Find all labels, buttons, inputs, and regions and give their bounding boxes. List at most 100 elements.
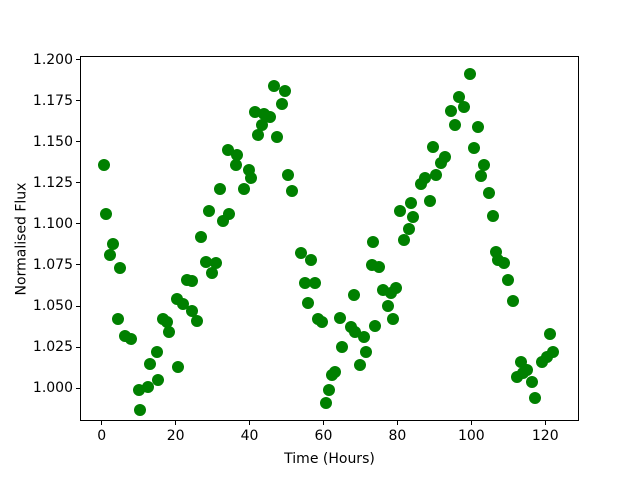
data-point <box>544 327 557 340</box>
data-point <box>279 84 292 97</box>
x-tick-label: 120 <box>531 428 559 444</box>
data-point <box>229 158 242 171</box>
data-point <box>373 260 386 273</box>
data-point <box>263 111 276 124</box>
data-point <box>329 365 342 378</box>
data-point <box>426 140 439 153</box>
data-point <box>301 296 314 309</box>
data-point <box>237 183 250 196</box>
y-tick-label: 1.075 <box>32 256 73 273</box>
y-tick-label: 1.025 <box>32 339 73 356</box>
y-tick-mark <box>76 59 80 61</box>
data-point <box>223 208 236 221</box>
y-tick-mark <box>76 387 80 389</box>
data-point <box>111 313 124 326</box>
data-point <box>464 68 477 81</box>
data-point <box>453 91 466 104</box>
data-point <box>472 120 485 133</box>
x-tick-mark <box>470 421 472 425</box>
data-point <box>334 311 347 324</box>
y-tick-mark <box>76 346 80 348</box>
data-point <box>275 97 288 110</box>
data-point <box>150 346 163 358</box>
data-point <box>501 273 514 286</box>
data-point <box>256 119 269 132</box>
data-point <box>271 130 284 143</box>
data-point <box>444 104 457 117</box>
x-tick-label: 60 <box>314 428 333 444</box>
data-point <box>448 119 461 132</box>
data-point <box>144 357 157 370</box>
data-point <box>152 373 165 386</box>
data-point <box>419 171 432 184</box>
data-point <box>477 158 490 171</box>
data-point <box>323 383 336 396</box>
x-tick-mark <box>396 421 398 425</box>
data-point <box>506 295 519 308</box>
data-point <box>107 237 120 250</box>
y-tick-mark <box>76 264 80 266</box>
data-point <box>529 392 542 404</box>
data-point <box>423 194 436 207</box>
data-point <box>487 209 500 222</box>
data-point <box>244 171 257 184</box>
x-tick-label: 80 <box>388 428 407 444</box>
data-point <box>299 277 312 290</box>
data-point <box>252 129 265 142</box>
data-point <box>205 267 218 280</box>
y-tick-mark <box>76 141 80 143</box>
data-point <box>124 332 137 345</box>
data-point <box>467 142 480 155</box>
data-point <box>304 254 317 267</box>
x-tick-mark <box>101 421 103 425</box>
x-tick-mark <box>322 421 324 425</box>
data-point <box>547 346 560 358</box>
data-point <box>368 319 381 332</box>
data-point <box>231 148 244 161</box>
data-point <box>190 314 203 327</box>
x-tick-mark <box>249 421 251 425</box>
x-tick-label: 20 <box>166 428 185 444</box>
y-axis-label: Normalised Flux <box>13 182 30 296</box>
data-point <box>520 364 533 377</box>
data-point <box>114 262 127 275</box>
data-point <box>403 222 416 235</box>
data-point <box>163 326 176 339</box>
y-tick-label: 1.175 <box>32 92 73 109</box>
data-point <box>195 231 208 244</box>
data-point <box>482 186 495 199</box>
data-point <box>319 396 332 409</box>
data-point <box>430 168 443 181</box>
data-point <box>497 257 510 270</box>
data-point <box>209 257 222 270</box>
data-point <box>386 313 399 326</box>
data-point <box>406 211 419 224</box>
y-tick-label: 1.200 <box>32 51 73 68</box>
y-tick-label: 1.050 <box>32 298 73 314</box>
x-tick-mark <box>175 421 177 425</box>
data-point <box>295 247 308 260</box>
data-point <box>404 196 417 209</box>
data-point <box>134 403 147 416</box>
data-point <box>348 326 361 339</box>
data-point <box>213 183 226 196</box>
data-point <box>172 360 185 373</box>
x-tick-mark <box>544 421 546 425</box>
data-point <box>354 359 367 372</box>
y-tick-mark <box>76 100 80 102</box>
data-point <box>103 249 116 262</box>
data-point <box>141 380 154 393</box>
data-point <box>390 281 403 294</box>
data-point <box>525 375 538 388</box>
data-point <box>199 255 212 268</box>
data-point <box>457 101 470 114</box>
y-tick-label: 1.100 <box>32 215 73 232</box>
y-tick-label: 1.125 <box>32 174 73 191</box>
data-point <box>398 234 411 247</box>
data-point <box>382 300 395 312</box>
data-point <box>186 304 199 317</box>
data-point <box>348 288 361 301</box>
data-point <box>202 204 215 217</box>
y-tick-mark <box>76 223 80 225</box>
